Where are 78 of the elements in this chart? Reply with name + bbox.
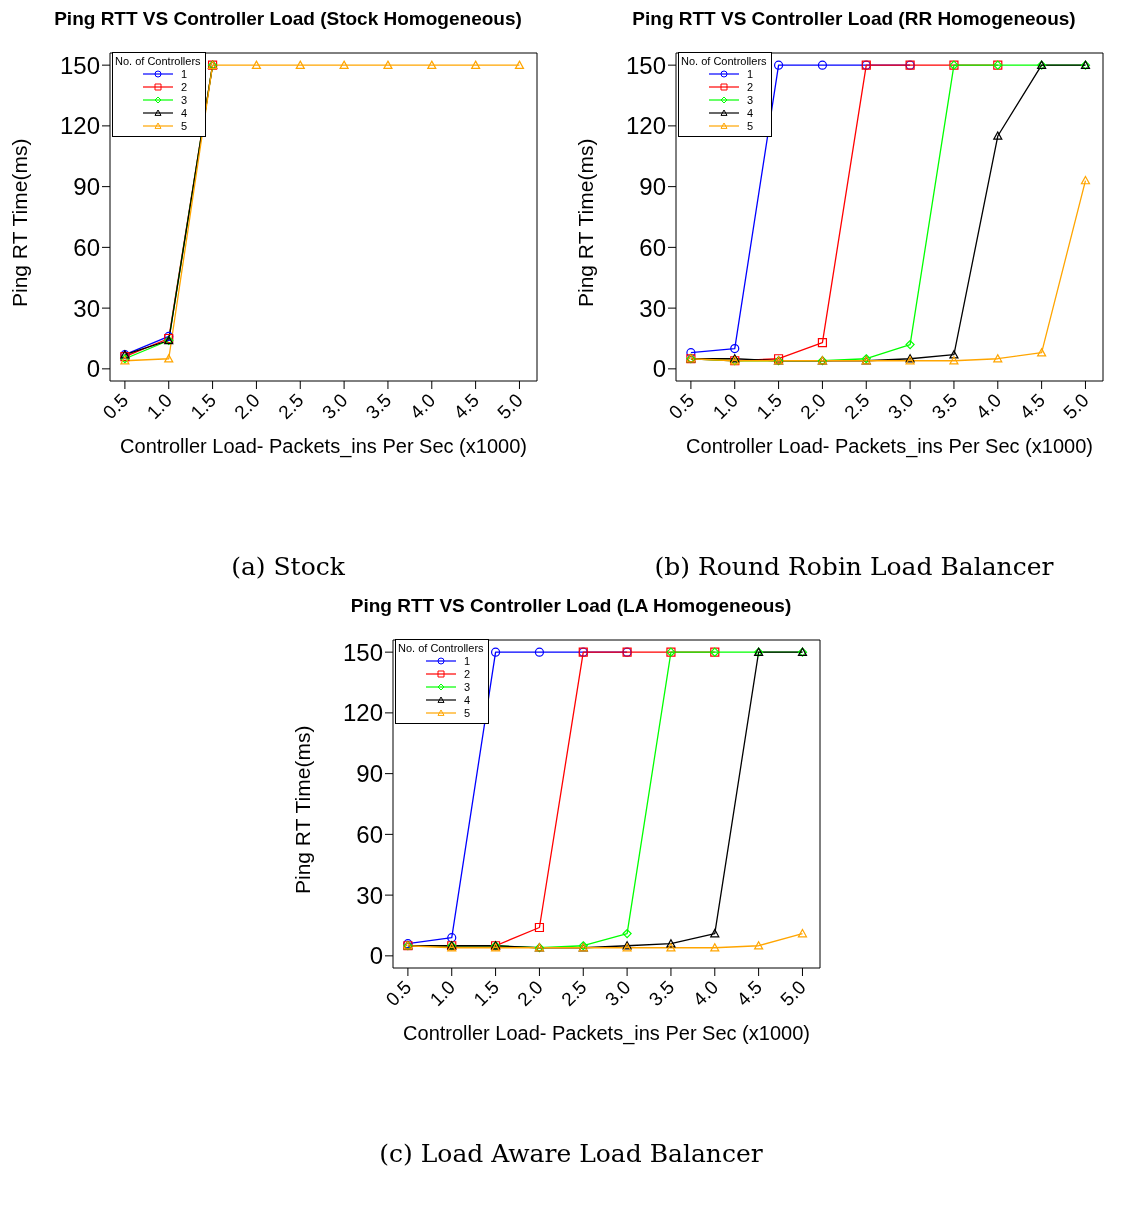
legend-label: 4	[181, 106, 188, 119]
legend-label: 4	[464, 693, 471, 706]
legend-title: No. of Controllers	[115, 55, 201, 67]
legend-label: 5	[464, 706, 471, 719]
legend-label: 3	[464, 680, 471, 693]
legend-label: 2	[181, 80, 188, 93]
y-tick-label: 0	[86, 355, 100, 383]
legend-label: 3	[747, 93, 754, 106]
legend-label: 2	[464, 667, 471, 680]
text: (b) Round Robin Load Balancer	[653, 552, 1055, 581]
x-tick-label: 4.5	[732, 976, 767, 1011]
x-tick-label: 3.5	[644, 976, 679, 1011]
chart-title: Ping RTT VS Controller Load (Stock Homogeneous)	[53, 8, 523, 31]
x-tick-label: 4.5	[1015, 389, 1050, 424]
x-tick-label: 1.5	[752, 389, 787, 424]
x-tick-label: 0.5	[381, 976, 416, 1011]
y-tick-label: 150	[59, 51, 100, 79]
y-tick-label: 0	[369, 942, 383, 970]
chart-title: Ping RTT VS Controller Load (RR Homogeneous)	[631, 8, 1077, 31]
text: (a) Stock	[230, 552, 346, 581]
x-tick-label: 2.0	[230, 389, 264, 424]
y-tick-label: 150	[342, 638, 383, 666]
x-tick-label: 4.0	[971, 389, 1006, 424]
legend-label: 2	[747, 80, 754, 93]
x-tick-label: 5.0	[493, 389, 527, 424]
y-tick-label: 120	[625, 112, 666, 140]
x-tick-label: 1.5	[186, 389, 221, 424]
y-axis-title: Ping RT Time(ms)	[291, 725, 315, 894]
legend-label: 4	[747, 106, 754, 119]
x-tick-label: 3.5	[361, 389, 396, 424]
y-tick-label: 120	[59, 112, 100, 140]
legend-label: 3	[181, 93, 188, 106]
y-tick-label: 90	[356, 760, 383, 788]
legend-label: 1	[181, 67, 188, 80]
y-tick-label: 30	[356, 881, 383, 909]
y-tick-label: 90	[639, 173, 666, 201]
y-tick-label: 60	[73, 233, 100, 261]
x-tick-label: 0.5	[664, 389, 699, 424]
chart-title: Ping RTT VS Controller Load (LA Homogeneous)	[349, 595, 793, 618]
x-tick-label: 3.0	[601, 976, 635, 1011]
y-tick-label: 60	[639, 233, 666, 261]
y-tick-label: 150	[625, 51, 666, 79]
x-tick-label: 1.0	[425, 976, 460, 1011]
x-tick-label: 4.5	[449, 389, 484, 424]
text: (c) Load Aware Load Balancer	[378, 1139, 764, 1168]
y-tick-label: 0	[652, 355, 666, 383]
x-tick-label: 4.0	[688, 976, 723, 1011]
y-tick-label: 60	[356, 820, 383, 848]
x-tick-label: 5.0	[1059, 389, 1093, 424]
x-tick-label: 2.0	[796, 389, 830, 424]
x-tick-label: 5.0	[776, 976, 810, 1011]
y-axis-title: Ping RT Time(ms)	[574, 138, 598, 307]
x-tick-label: 1.0	[142, 389, 177, 424]
x-tick-label: 0.5	[98, 389, 133, 424]
x-tick-label: 2.5	[840, 389, 874, 424]
x-tick-label: 3.0	[884, 389, 918, 424]
x-tick-label: 1.0	[708, 389, 743, 424]
x-tick-label: 1.5	[469, 976, 504, 1011]
x-axis-title: Controller Load- Packets_ins Per Sec (x1000)	[120, 435, 527, 458]
x-tick-label: 2.5	[274, 389, 308, 424]
y-tick-label: 90	[73, 173, 100, 201]
legend-label: 5	[747, 119, 754, 132]
x-tick-label: 3.5	[927, 389, 962, 424]
legend-label: 1	[747, 67, 754, 80]
x-tick-label: 2.5	[557, 976, 591, 1011]
legend-title: No. of Controllers	[681, 55, 767, 67]
x-tick-label: 4.0	[405, 389, 440, 424]
legend-label: 5	[181, 119, 188, 132]
y-tick-label: 30	[73, 294, 100, 322]
y-tick-label: 120	[342, 699, 383, 727]
x-axis-title: Controller Load- Packets_ins Per Sec (x1000)	[686, 435, 1093, 458]
legend-label: 1	[464, 654, 471, 667]
x-tick-label: 3.0	[318, 389, 352, 424]
legend-title: No. of Controllers	[398, 642, 484, 654]
y-tick-label: 30	[639, 294, 666, 322]
x-axis-title: Controller Load- Packets_ins Per Sec (x1000)	[403, 1022, 810, 1045]
x-tick-label: 2.0	[513, 976, 547, 1011]
y-axis-title: Ping RT Time(ms)	[8, 138, 32, 307]
